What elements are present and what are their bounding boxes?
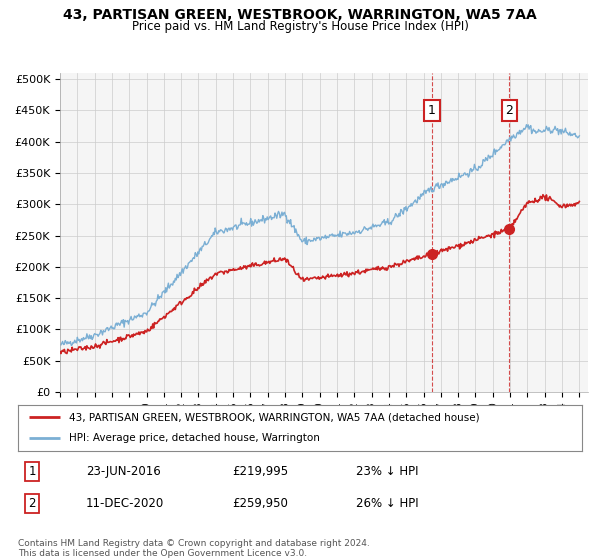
- Text: 23-JUN-2016: 23-JUN-2016: [86, 465, 160, 478]
- Text: HPI: Average price, detached house, Warrington: HPI: Average price, detached house, Warr…: [69, 433, 320, 444]
- Text: 1: 1: [28, 465, 36, 478]
- Text: 2: 2: [505, 104, 513, 117]
- Text: 26% ↓ HPI: 26% ↓ HPI: [356, 497, 419, 510]
- Text: £219,995: £219,995: [232, 465, 289, 478]
- Text: 2: 2: [28, 497, 36, 510]
- Text: 1: 1: [428, 104, 436, 117]
- Text: Contains HM Land Registry data © Crown copyright and database right 2024.
This d: Contains HM Land Registry data © Crown c…: [18, 539, 370, 558]
- Text: 43, PARTISAN GREEN, WESTBROOK, WARRINGTON, WA5 7AA: 43, PARTISAN GREEN, WESTBROOK, WARRINGTO…: [63, 8, 537, 22]
- Text: 11-DEC-2020: 11-DEC-2020: [86, 497, 164, 510]
- Text: 43, PARTISAN GREEN, WESTBROOK, WARRINGTON, WA5 7AA (detached house): 43, PARTISAN GREEN, WESTBROOK, WARRINGTO…: [69, 412, 479, 422]
- Text: Price paid vs. HM Land Registry's House Price Index (HPI): Price paid vs. HM Land Registry's House …: [131, 20, 469, 32]
- Text: £259,950: £259,950: [232, 497, 288, 510]
- Text: 23% ↓ HPI: 23% ↓ HPI: [356, 465, 419, 478]
